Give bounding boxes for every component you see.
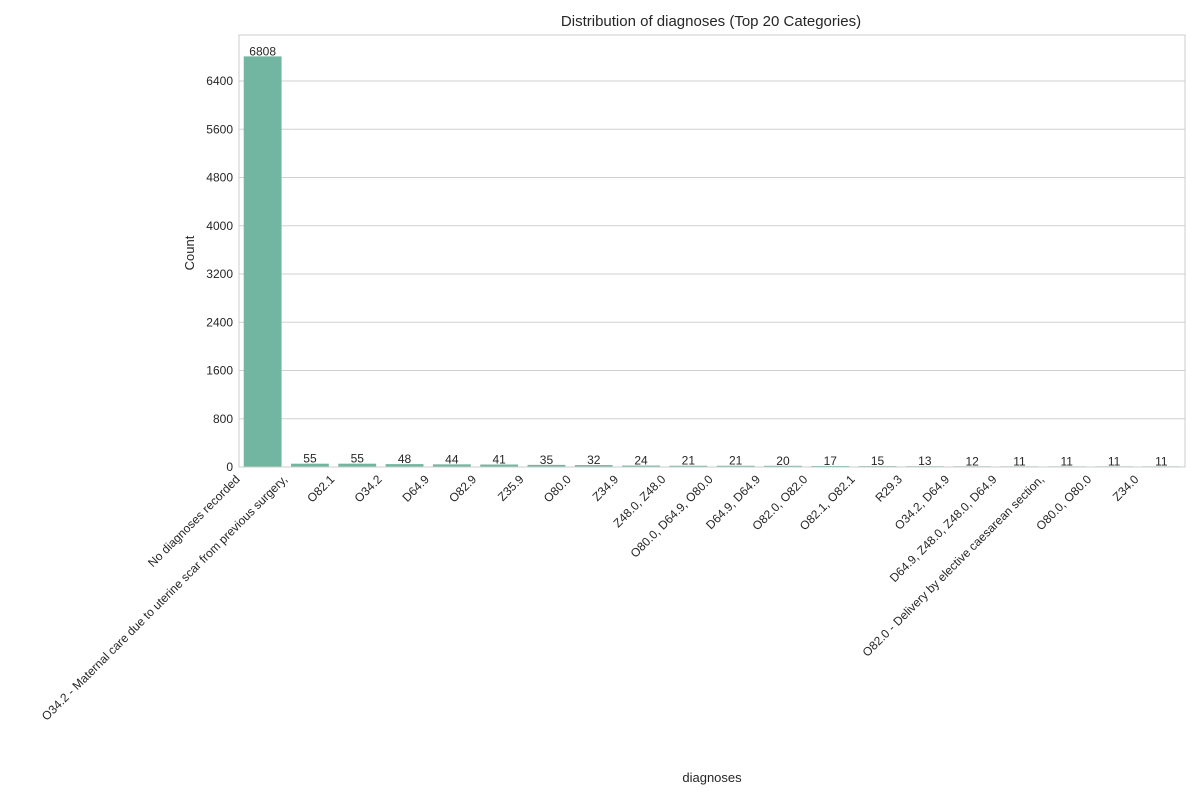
- bar-4: [432, 464, 471, 467]
- y-tick-label: 4800: [206, 171, 233, 185]
- x-tick-label-10: O80.0, D64.9, O80.0: [628, 472, 716, 560]
- x-tick-label-4: D64.9: [399, 472, 432, 505]
- x-tick-label-17: O82.0 - Delivery by elective caesarean s…: [860, 472, 1047, 659]
- bar-3: [385, 464, 424, 467]
- data-label-14: 13: [918, 454, 932, 468]
- data-label-3: 48: [398, 452, 412, 466]
- bar-11: [764, 465, 802, 467]
- x-tick-label-19: Z34.0: [1110, 472, 1142, 504]
- bar-6: [527, 464, 566, 467]
- data-label-12: 17: [824, 454, 838, 468]
- y-tick-label: 6400: [206, 74, 233, 88]
- x-tick-label-14: R29.3: [872, 472, 905, 505]
- bar-2: [338, 463, 377, 467]
- y-tick-label: 4000: [206, 219, 233, 233]
- bar-12: [811, 465, 850, 467]
- y-axis-label: Count: [182, 235, 197, 270]
- data-label-16: 11: [1013, 454, 1026, 468]
- bar-9: [669, 465, 708, 467]
- bar-7: [574, 465, 613, 467]
- bar-1: [291, 463, 329, 467]
- data-label-17: 11: [1061, 454, 1074, 468]
- y-tick-labels: 0 800 1600 2400 3200 4000 4800 5600 6400: [206, 74, 233, 474]
- data-label-0: 6808: [249, 44, 276, 58]
- y-tick-label: 5600: [206, 122, 233, 136]
- y-tick-label: 3200: [206, 267, 233, 281]
- x-tick-label-1: O34.2 - Maternal care due to uterine sca…: [39, 472, 290, 723]
- bar-0: [243, 56, 282, 468]
- bar-10: [716, 465, 755, 467]
- x-tick-label-2: O82.1: [304, 472, 337, 505]
- data-label-10: 21: [729, 454, 743, 468]
- data-label-5: 41: [492, 453, 506, 467]
- x-tick-label-5: O82.9: [446, 472, 479, 505]
- data-label-9: 21: [682, 454, 696, 468]
- y-tick-label: 800: [213, 412, 233, 426]
- gridlines: [239, 80, 1185, 468]
- data-label-1: 55: [303, 452, 317, 466]
- data-label-13: 15: [871, 454, 885, 468]
- y-tick-label: 0: [226, 460, 233, 474]
- y-tick-label: 1600: [206, 364, 233, 378]
- plot-frame: [238, 34, 1186, 468]
- data-label-6: 35: [540, 453, 554, 467]
- chart-title: Distribution of diagnoses (Top 20 Catego…: [561, 13, 861, 30]
- data-label-18: 11: [1108, 454, 1121, 468]
- x-tick-label-3: O34.2: [352, 472, 385, 505]
- data-labels: 6808 55 55 48 44 41 35 32 24 21 21 20 17 15 13 12 11 11 11…: [249, 44, 1168, 468]
- data-label-4: 44: [445, 452, 459, 466]
- data-label-7: 32: [587, 453, 601, 467]
- data-label-19: 11: [1155, 454, 1168, 468]
- x-tick-label-0: No diagnoses recorded: [145, 472, 243, 570]
- bar-8: [622, 465, 660, 467]
- data-label-15: 12: [965, 454, 979, 468]
- x-tick-label-8: Z34.9: [590, 472, 622, 504]
- data-label-11: 20: [776, 454, 790, 468]
- x-tick-label-6: Z35.9: [495, 472, 527, 504]
- data-label-8: 24: [634, 454, 648, 468]
- bars: [243, 56, 1181, 468]
- x-tick-label-7: O80.0: [541, 472, 574, 505]
- bar-5: [480, 464, 519, 467]
- x-axis-label: diagnoses: [682, 770, 742, 785]
- data-label-2: 55: [351, 452, 365, 466]
- y-tick-label: 2400: [206, 315, 233, 329]
